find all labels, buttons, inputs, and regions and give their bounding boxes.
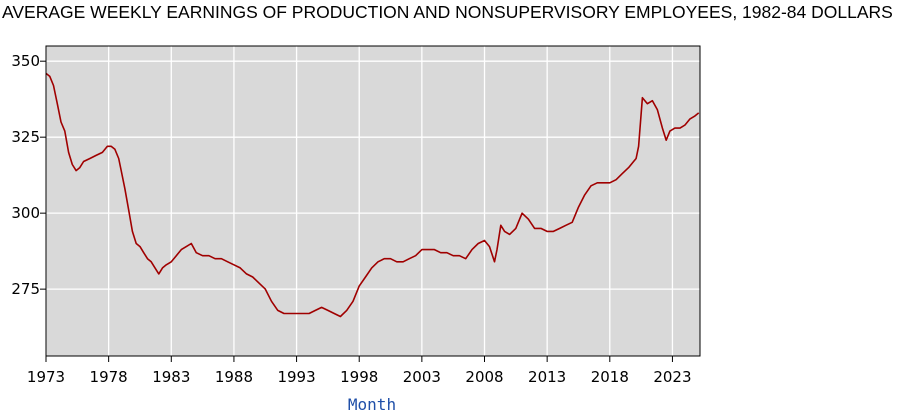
plot-area (46, 46, 700, 356)
x-tick-label: 1983 (152, 368, 190, 386)
x-tick-label: 2013 (528, 368, 566, 386)
x-tick-label: 2018 (591, 368, 629, 386)
x-tick-label: 2023 (653, 368, 691, 386)
y-tick-label: 350 (11, 52, 40, 70)
x-tick-label: 2003 (403, 368, 441, 386)
plot-frame (45, 45, 701, 357)
x-tick-label: 1973 (27, 368, 65, 386)
y-tick-label: 325 (11, 128, 40, 146)
chart-title: AVERAGE WEEKLY EARNINGS OF PRODUCTION AN… (2, 2, 893, 22)
x-tick-label: 2008 (465, 368, 503, 386)
y-tick-label: 300 (11, 204, 40, 222)
series-line (45, 72, 700, 318)
x-tick-label: 1988 (215, 368, 253, 386)
axis-ticks: 1973 1978 1983 1988 1993 1998 2003 2008 2013 2018… (11, 52, 691, 386)
x-tick-label: 1993 (277, 368, 315, 386)
x-tick-label: 1978 (90, 368, 128, 386)
x-axis-label: Month (348, 395, 396, 414)
x-tick-label: 1998 (340, 368, 378, 386)
grid-lines (45, 46, 700, 356)
y-tick-label: 275 (11, 280, 40, 298)
